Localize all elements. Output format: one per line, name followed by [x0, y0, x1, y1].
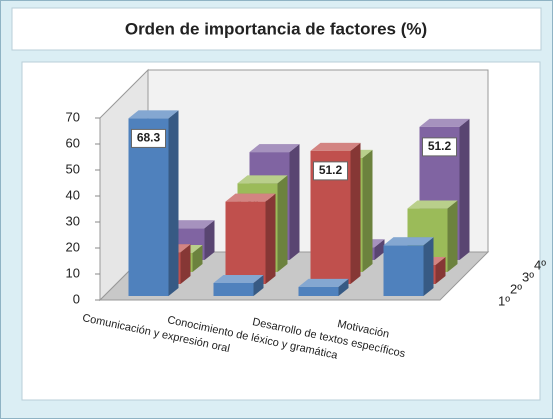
y-tick-label: 10 [66, 265, 80, 280]
bar-side-shade [277, 175, 288, 272]
y-tick-label: 40 [66, 187, 80, 202]
bar-top-shade [128, 110, 179, 119]
bar-side-shade [362, 149, 373, 272]
bar-side [362, 149, 373, 272]
value-label: 68.3 [137, 131, 161, 145]
bar-top [249, 144, 300, 153]
bar-top [128, 110, 179, 119]
y-tick-label: 20 [66, 239, 80, 254]
title-box [11, 7, 542, 51]
bar-side [289, 144, 300, 260]
bar [383, 237, 434, 296]
bar-top [298, 278, 349, 287]
value-label: 51.2 [428, 139, 452, 153]
bar [225, 193, 276, 284]
y-tick-label: 60 [66, 135, 80, 150]
bar-side-shade [192, 245, 203, 272]
bar-side-shade [289, 144, 300, 260]
bar-side [253, 275, 264, 296]
bar-front [298, 286, 339, 296]
bar-side [277, 175, 288, 272]
bar-side [423, 237, 434, 296]
bar [298, 278, 349, 296]
bar-top [383, 237, 434, 246]
bar-front [128, 118, 169, 296]
value-label-box [313, 161, 348, 181]
bar-side-shade [447, 200, 458, 272]
bar-side [374, 239, 385, 260]
depth-label: 1º [498, 293, 510, 308]
bar-side [265, 193, 276, 284]
bar-top-shade [237, 175, 288, 184]
y-tick-label: 50 [66, 161, 80, 176]
y-tick-label: 0 [73, 291, 80, 306]
value-label-box [422, 137, 457, 157]
bar-top [237, 175, 288, 184]
bar-side-shade [204, 220, 215, 260]
bar-top-shade [298, 278, 349, 287]
bar-side-shade [459, 118, 470, 260]
bar-side [350, 142, 361, 284]
bar-side-shade [350, 142, 361, 284]
bar-front [225, 201, 266, 284]
bar-top [419, 118, 470, 127]
bar-side-shade [374, 239, 385, 260]
value-label: 51.2 [319, 163, 343, 177]
bar-top-shade [213, 275, 264, 283]
bar-side [204, 220, 215, 260]
chart-title: Orden de importancia de factores (%) [125, 19, 427, 38]
bar-top [407, 200, 458, 209]
bar-top-shade [249, 144, 300, 153]
bar-side-shade [265, 193, 276, 284]
y-tick-label: 30 [66, 213, 80, 228]
depth-label: 3º [522, 269, 534, 284]
bar-side [459, 118, 470, 260]
bar-side [192, 245, 203, 272]
bar-top-shade [407, 200, 458, 209]
bar-side-shade [253, 275, 264, 296]
bar-side-shade [435, 257, 446, 284]
bar-top-shade [310, 142, 361, 151]
bar-top [310, 142, 361, 151]
bar-top-shade [383, 237, 434, 246]
depth-label: 2º [510, 281, 522, 296]
y-tick-label: 70 [66, 109, 80, 124]
bar-side [435, 257, 446, 284]
bar-top [225, 193, 276, 202]
bar [128, 110, 179, 296]
bar-side [180, 244, 191, 284]
bar-side-shade [338, 278, 349, 296]
depth-label: 4º [534, 257, 546, 272]
bar-side [447, 200, 458, 272]
bar-side-shade [168, 110, 179, 296]
bar-top-shade [225, 193, 276, 202]
bar-front [383, 245, 424, 296]
bar-side-shade [423, 237, 434, 296]
bar [213, 275, 264, 296]
value-label-box [131, 128, 166, 148]
bar-top-shade [419, 118, 470, 127]
bar-side [168, 110, 179, 296]
bar-top [213, 275, 264, 283]
bar-side [338, 278, 349, 296]
bar-front [213, 283, 254, 296]
bar-side-shade [180, 244, 191, 284]
